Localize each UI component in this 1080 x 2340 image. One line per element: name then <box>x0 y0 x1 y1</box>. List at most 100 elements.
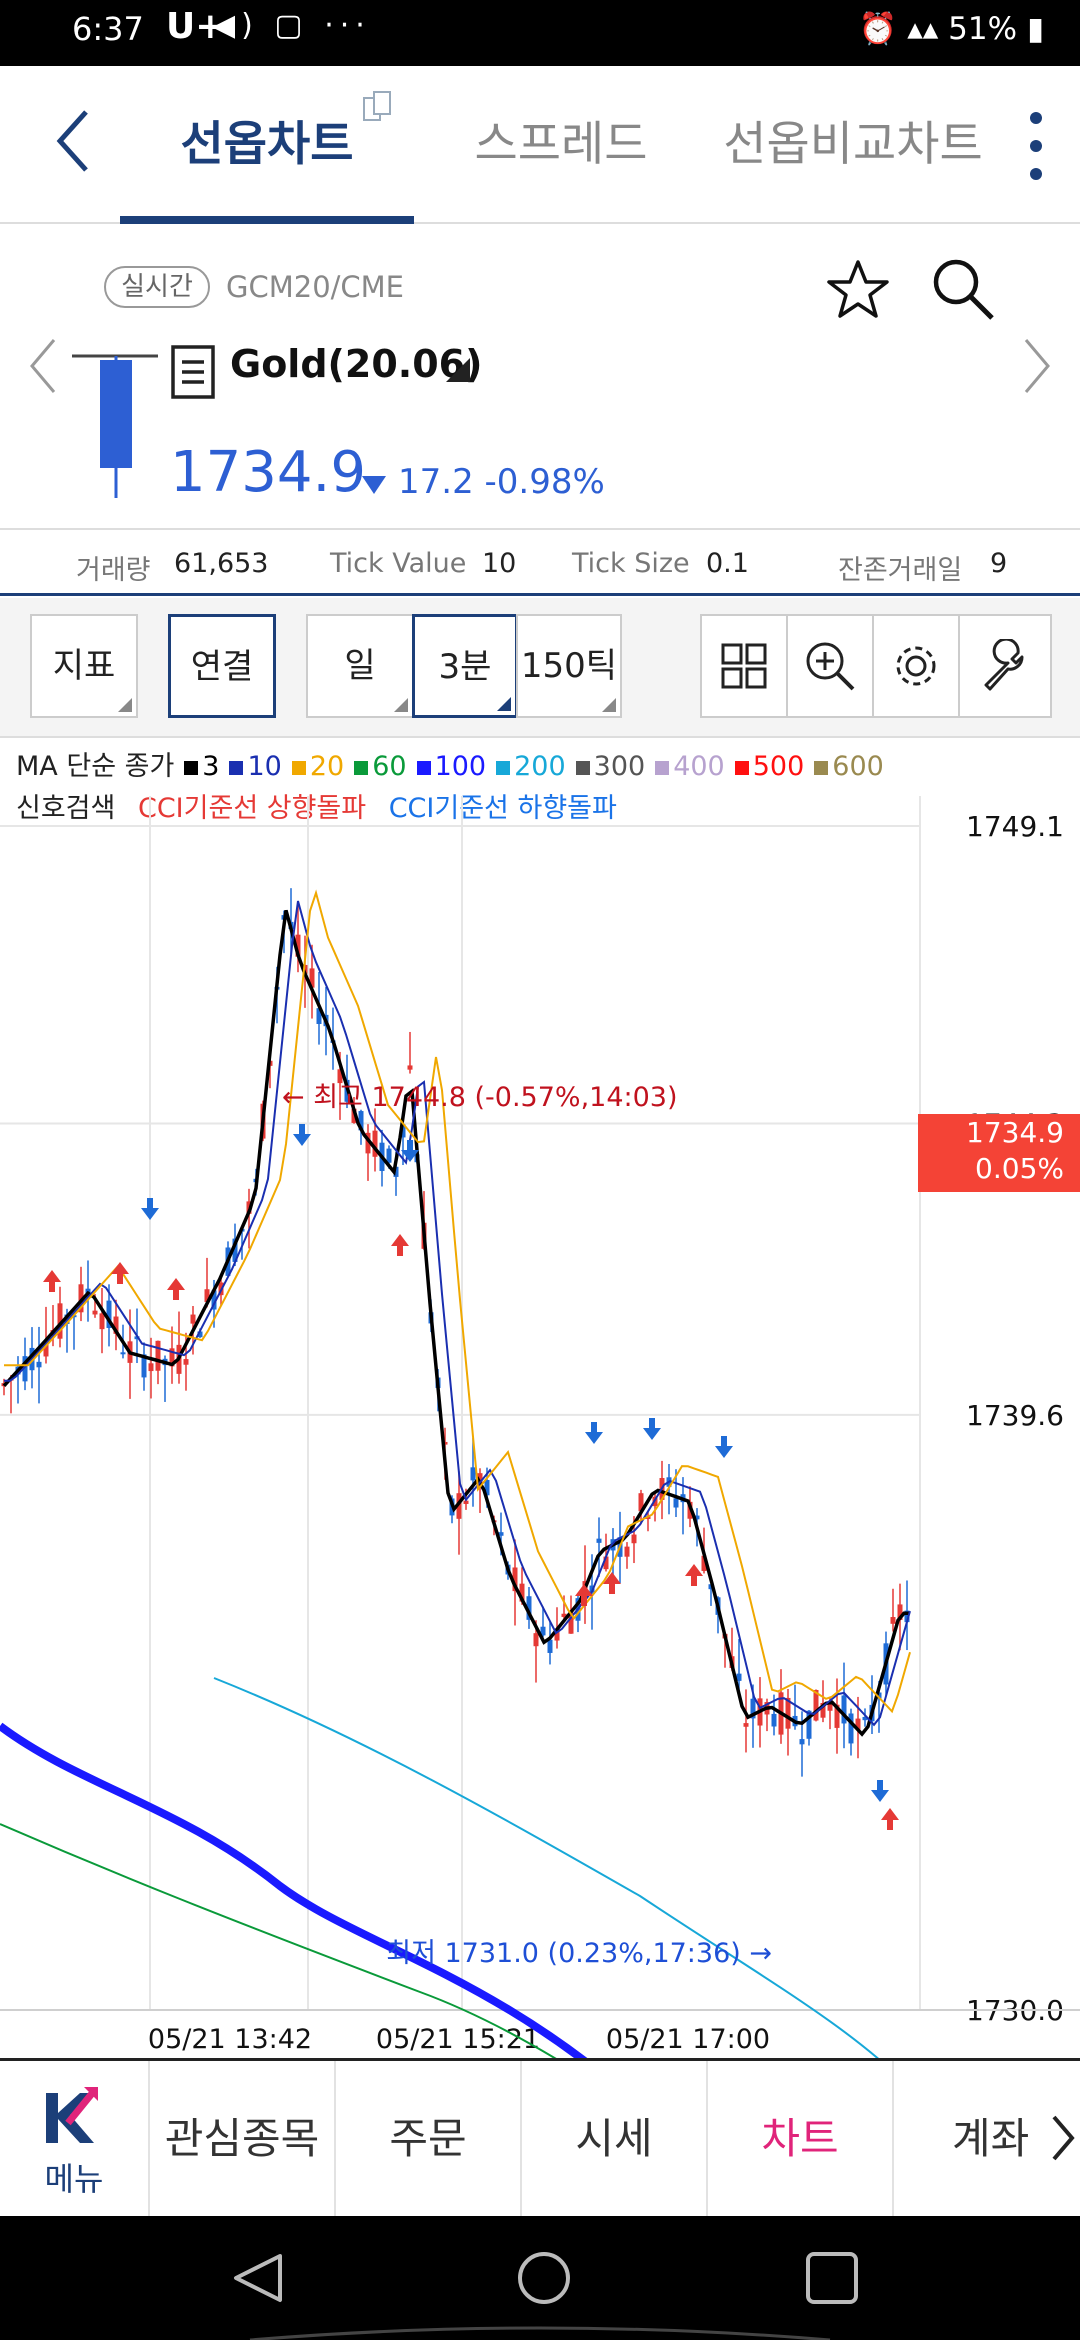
gear-icon <box>896 646 936 686</box>
signal-up-arrow <box>391 1234 409 1256</box>
legend-item-label: 3 <box>202 751 220 782</box>
alarm-icon: ⏰ <box>858 11 898 47</box>
bottom-nav: 메뉴 관심종목 주문 시세 차트 계좌 <box>0 2058 1080 2216</box>
x-tick-label: 05/21 13:42 <box>148 2024 312 2055</box>
candle-body <box>554 1628 560 1641</box>
candle-body <box>484 1480 490 1496</box>
tab-futures-chart[interactable]: 선옵차트 <box>120 66 414 224</box>
symbol-name[interactable]: Gold(20.06) <box>230 342 483 386</box>
candle-body <box>400 1124 406 1138</box>
prev-symbol-icon[interactable] <box>28 336 58 396</box>
symbol-code: GCM20/CME <box>226 270 405 304</box>
signal-up-arrow <box>43 1270 61 1292</box>
candle-body <box>834 1704 840 1728</box>
back-icon[interactable] <box>54 106 94 176</box>
candle-body <box>141 1354 147 1378</box>
y-tick-label: 1739.6 <box>966 1399 1064 1432</box>
candle-body <box>134 1336 140 1340</box>
legend-swatch <box>655 760 670 775</box>
legend-swatch <box>416 760 431 775</box>
menu-button[interactable]: 메뉴 <box>0 2061 148 2216</box>
nav-account[interactable]: 계좌 <box>892 2061 1078 2216</box>
period-150tick-button[interactable]: 150틱 <box>516 614 622 718</box>
tab-compare-chart[interactable]: 선옵비교차트 <box>723 117 983 172</box>
ma-10-line <box>4 900 911 1727</box>
period-3min-button[interactable]: 3분 <box>412 614 518 718</box>
star-icon[interactable] <box>826 258 890 322</box>
nav-chart[interactable]: 차트 <box>706 2061 892 2216</box>
nav-order[interactable]: 주문 <box>334 2061 520 2216</box>
candle-body <box>603 1556 609 1570</box>
candle-body <box>22 1356 28 1382</box>
recents-nav-icon <box>806 2252 858 2304</box>
legend-swatch <box>496 760 511 775</box>
candle-body <box>547 1639 553 1653</box>
more-menu-icon[interactable] <box>1024 106 1048 196</box>
tick-size: 0.1 <box>706 548 749 579</box>
candle-body <box>43 1342 49 1357</box>
signal-down-label: CCI기준선 하향돌파 <box>388 793 617 824</box>
candle-body <box>120 1352 126 1355</box>
low-annotation: 최저 1731.0 (0.23%,17:36) → <box>386 1938 772 1969</box>
ma-legend-prefix: MA 단순 종가 <box>16 751 175 782</box>
chevron-right-icon[interactable] <box>1050 2113 1076 2163</box>
candle-body <box>204 1289 210 1302</box>
signal-up-arrow <box>575 1584 593 1606</box>
candle-body <box>316 1008 322 1024</box>
period-day-button[interactable]: 일 <box>306 614 414 718</box>
price-change: 17.2 -0.98% <box>398 462 605 502</box>
candle-body <box>862 1716 868 1721</box>
dropdown-triangle-icon[interactable] <box>444 356 472 384</box>
document-icon[interactable] <box>170 344 216 400</box>
legend-swatch <box>354 760 369 775</box>
signal-legend-row: 신호검색 CCI기준선 상향돌파 CCI기준선 하향돌파 <box>16 786 617 825</box>
settings-button[interactable] <box>872 614 960 718</box>
candle-body <box>92 1310 98 1315</box>
candle-body <box>673 1498 679 1508</box>
ma-20-line <box>4 889 911 1714</box>
signal-up-arrow <box>111 1262 129 1284</box>
current-price-box <box>918 1114 1080 1192</box>
indicator-button[interactable]: 지표 <box>30 614 138 718</box>
signal-up-arrow <box>685 1564 703 1586</box>
candle-body <box>463 1500 469 1504</box>
candle-body <box>708 1584 714 1590</box>
nav-quote[interactable]: 시세 <box>520 2061 706 2216</box>
realtime-badge: 실시간 <box>104 266 210 308</box>
k-logo-icon <box>46 2087 98 2143</box>
legend-item-label: 10 <box>247 751 282 782</box>
nav-watchlist[interactable]: 관심종목 <box>148 2061 334 2216</box>
candle-body <box>498 1532 504 1536</box>
search-icon[interactable] <box>928 254 998 324</box>
ma-60-line <box>0 1823 557 2058</box>
symbol-header: 실시간 GCM20/CME Gold(20.06) 1 <box>0 226 1080 530</box>
current-price-label: 1734.9 <box>966 1116 1064 1149</box>
candle-body <box>393 1166 399 1177</box>
notification-icons: ◀) ▢ ··· <box>212 8 371 43</box>
ma-100-line <box>0 1722 588 2058</box>
ma-200-line <box>213 1677 880 2058</box>
signal-down-arrow <box>293 1124 311 1146</box>
legend-item-label: 300 <box>593 751 646 782</box>
candle-body <box>106 1300 112 1328</box>
layout-grid-button[interactable] <box>700 614 788 718</box>
tools-button[interactable] <box>958 614 1052 718</box>
current-price: 1734.9 <box>170 440 366 505</box>
candle-body <box>372 1130 378 1157</box>
zoom-button[interactable] <box>786 614 874 718</box>
link-button[interactable]: 연결 <box>168 614 276 718</box>
candle-body <box>57 1303 63 1339</box>
legend-item-label: 600 <box>832 751 884 782</box>
copy-icon <box>363 91 391 121</box>
tab-spread[interactable]: 스프레드 <box>474 117 648 172</box>
candle-body <box>813 1689 819 1721</box>
candle-body <box>820 1702 826 1718</box>
candle-body <box>561 1613 567 1617</box>
candle-body <box>904 1610 910 1623</box>
day-label: 일 <box>344 646 376 686</box>
next-symbol-icon[interactable] <box>1022 336 1052 396</box>
candle-body <box>799 1739 805 1745</box>
candle-body <box>169 1348 175 1367</box>
